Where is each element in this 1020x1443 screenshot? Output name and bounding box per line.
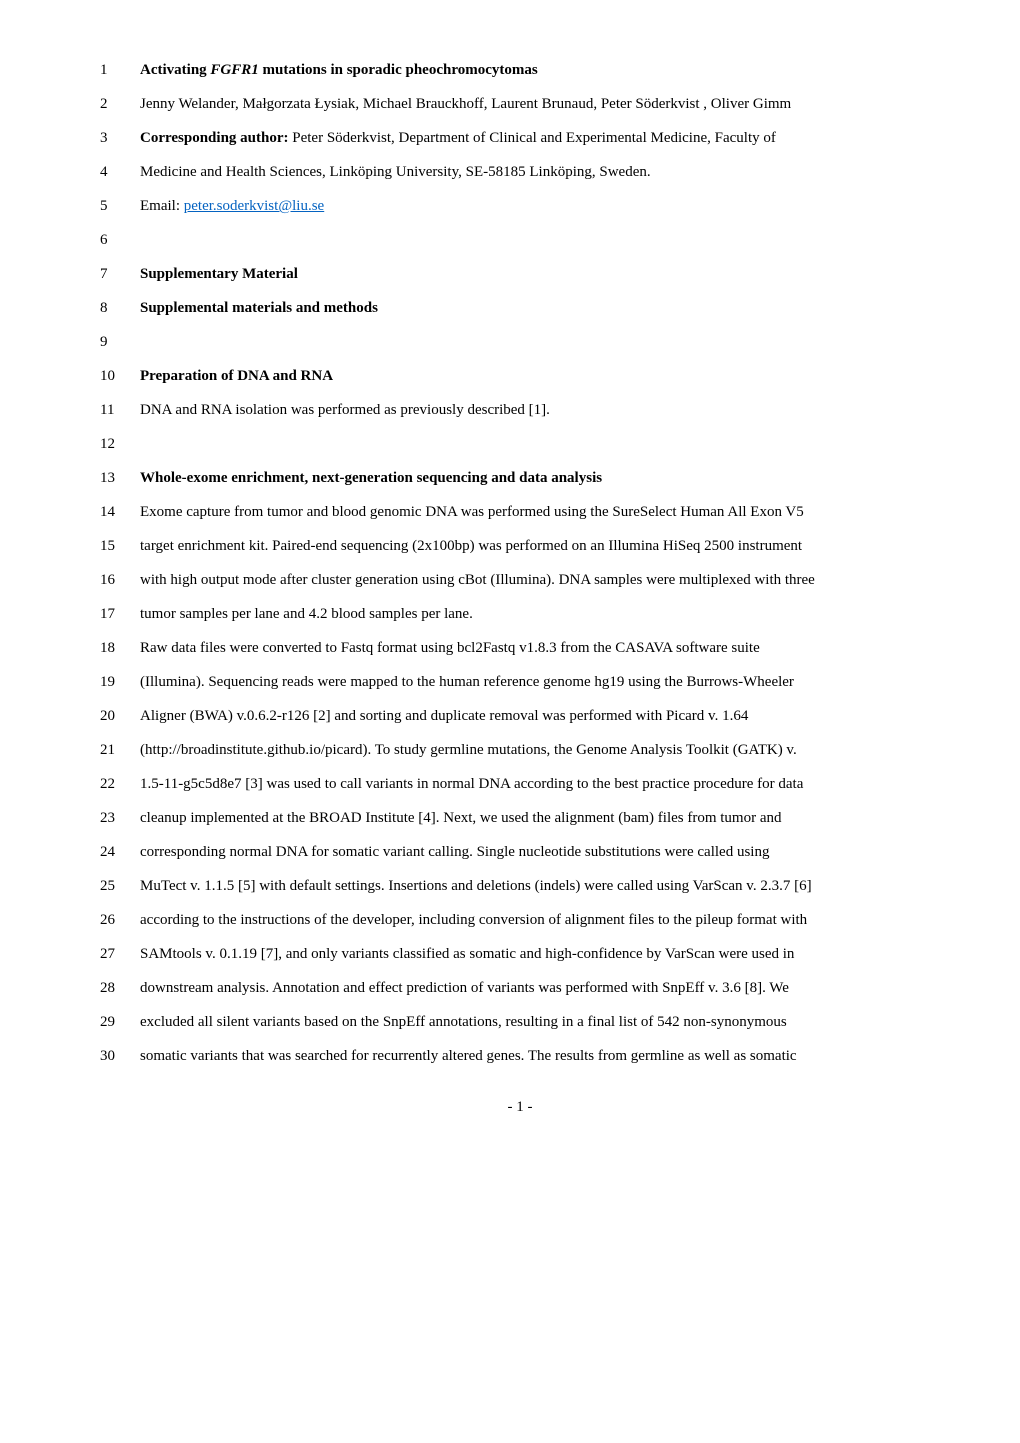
line-number: 18	[100, 638, 140, 659]
line-number: 4	[100, 162, 140, 183]
line-text: Jenny Welander, Małgorzata Łysiak, Micha…	[140, 94, 940, 115]
text: Peter Söderkvist, Department of Clinical…	[292, 130, 776, 146]
line-number: 21	[100, 740, 140, 761]
line-text: Medicine and Health Sciences, Linköping …	[140, 162, 940, 183]
line-number: 25	[100, 876, 140, 897]
line-14: 14 Exome capture from tumor and blood ge…	[100, 502, 940, 523]
line-22: 22 1.5-11-g5c5d8e7 [3] was used to call …	[100, 774, 940, 795]
line-9: 9	[100, 332, 940, 353]
line-number: 14	[100, 502, 140, 523]
line-8: 8 Supplemental materials and methods	[100, 298, 940, 319]
line-text: with high output mode after cluster gene…	[140, 570, 940, 591]
line-text: Corresponding author: Peter Söderkvist, …	[140, 128, 940, 149]
line-number: 1	[100, 60, 140, 81]
page-number: - 1 -	[100, 1097, 940, 1118]
line-6: 6	[100, 230, 940, 251]
email-link[interactable]: peter.soderkvist@liu.se	[184, 198, 324, 214]
blank-line	[140, 435, 940, 448]
line-16: 16 with high output mode after cluster g…	[100, 570, 940, 591]
line-text: MuTect v. 1.1.5 [5] with default setting…	[140, 876, 940, 897]
line-28: 28 downstream analysis. Annotation and e…	[100, 978, 940, 999]
line-7: 7 Supplementary Material	[100, 264, 940, 285]
line-24: 24 corresponding normal DNA for somatic …	[100, 842, 940, 863]
line-23: 23 cleanup implemented at the BROAD Inst…	[100, 808, 940, 829]
line-number: 30	[100, 1046, 140, 1067]
label: Corresponding author:	[140, 130, 292, 146]
blank-line	[140, 333, 940, 346]
line-text: cleanup implemented at the BROAD Institu…	[140, 808, 940, 829]
line-26: 26 according to the instructions of the …	[100, 910, 940, 931]
line-number: 7	[100, 264, 140, 285]
line-27: 27 SAMtools v. 0.1.19 [7], and only vari…	[100, 944, 940, 965]
line-20: 20 Aligner (BWA) v.0.6.2-r126 [2] and so…	[100, 706, 940, 727]
blank-line	[140, 231, 940, 244]
line-number: 2	[100, 94, 140, 115]
line-12: 12	[100, 434, 940, 455]
email-label: Email:	[140, 198, 184, 214]
line-text: Activating FGFR1 mutations in sporadic p…	[140, 60, 940, 81]
line-number: 27	[100, 944, 140, 965]
line-text: target enrichment kit. Paired-end sequen…	[140, 536, 940, 557]
line-text: Aligner (BWA) v.0.6.2-r126 [2] and sorti…	[140, 706, 940, 727]
line-number: 8	[100, 298, 140, 319]
line-30: 30 somatic variants that was searched fo…	[100, 1046, 940, 1067]
line-text: corresponding normal DNA for somatic var…	[140, 842, 940, 863]
line-text: (http://broadinstitute.github.io/picard)…	[140, 740, 940, 761]
title-part: Activating	[140, 62, 210, 78]
line-number: 19	[100, 672, 140, 693]
line-number: 16	[100, 570, 140, 591]
line-10: 10 Preparation of DNA and RNA	[100, 366, 940, 387]
line-18: 18 Raw data files were converted to Fast…	[100, 638, 940, 659]
line-number: 11	[100, 400, 140, 421]
line-number: 29	[100, 1012, 140, 1033]
line-number: 23	[100, 808, 140, 829]
line-25: 25 MuTect v. 1.1.5 [5] with default sett…	[100, 876, 940, 897]
line-text: Email: peter.soderkvist@liu.se	[140, 196, 940, 217]
line-13: 13 Whole-exome enrichment, next-generati…	[100, 468, 940, 489]
line-29: 29 excluded all silent variants based on…	[100, 1012, 940, 1033]
line-number: 5	[100, 196, 140, 217]
line-text: 1.5-11-g5c5d8e7 [3] was used to call var…	[140, 774, 940, 795]
title-part: mutations in sporadic pheochromocytomas	[259, 62, 538, 78]
line-15: 15 target enrichment kit. Paired-end seq…	[100, 536, 940, 557]
heading: Supplementary Material	[140, 264, 940, 285]
line-2: 2 Jenny Welander, Małgorzata Łysiak, Mic…	[100, 94, 940, 115]
line-number: 20	[100, 706, 140, 727]
line-text: Raw data files were converted to Fastq f…	[140, 638, 940, 659]
line-text: according to the instructions of the dev…	[140, 910, 940, 931]
line-number: 28	[100, 978, 140, 999]
heading: Supplemental materials and methods	[140, 298, 940, 319]
heading: Whole-exome enrichment, next-generation …	[140, 468, 940, 489]
line-number: 15	[100, 536, 140, 557]
line-number: 24	[100, 842, 140, 863]
line-19: 19 (Illumina). Sequencing reads were map…	[100, 672, 940, 693]
line-number: 13	[100, 468, 140, 489]
heading: Preparation of DNA and RNA	[140, 366, 940, 387]
line-21: 21 (http://broadinstitute.github.io/pica…	[100, 740, 940, 761]
line-text: (Illumina). Sequencing reads were mapped…	[140, 672, 940, 693]
line-17: 17 tumor samples per lane and 4.2 blood …	[100, 604, 940, 625]
line-text: SAMtools v. 0.1.19 [7], and only variant…	[140, 944, 940, 965]
line-number: 9	[100, 332, 140, 353]
line-text: DNA and RNA isolation was performed as p…	[140, 400, 940, 421]
line-5: 5 Email: peter.soderkvist@liu.se	[100, 196, 940, 217]
line-number: 6	[100, 230, 140, 251]
line-4: 4 Medicine and Health Sciences, Linköpin…	[100, 162, 940, 183]
line-text: downstream analysis. Annotation and effe…	[140, 978, 940, 999]
line-text: somatic variants that was searched for r…	[140, 1046, 940, 1067]
line-text: excluded all silent variants based on th…	[140, 1012, 940, 1033]
line-number: 12	[100, 434, 140, 455]
line-3: 3 Corresponding author: Peter Söderkvist…	[100, 128, 940, 149]
line-number: 22	[100, 774, 140, 795]
gene-name: FGFR1	[210, 62, 258, 78]
line-number: 17	[100, 604, 140, 625]
line-11: 11 DNA and RNA isolation was performed a…	[100, 400, 940, 421]
line-number: 3	[100, 128, 140, 149]
line-text: tumor samples per lane and 4.2 blood sam…	[140, 604, 940, 625]
line-1: 1 Activating FGFR1 mutations in sporadic…	[100, 60, 940, 81]
line-number: 10	[100, 366, 140, 387]
line-text: Exome capture from tumor and blood genom…	[140, 502, 940, 523]
line-number: 26	[100, 910, 140, 931]
